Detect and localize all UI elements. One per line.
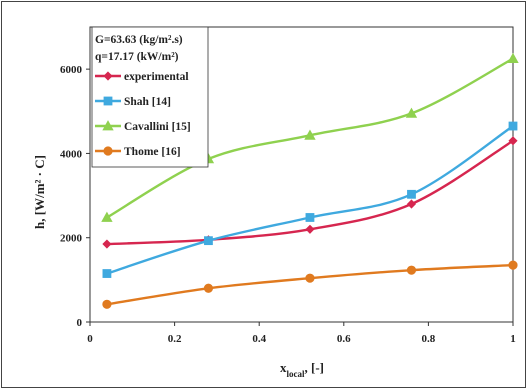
y-tick-label: 4000 [60, 148, 83, 160]
data-point [305, 273, 315, 283]
legend-label: Cavallini [15] [124, 121, 191, 133]
data-point [405, 107, 418, 118]
plot-border [89, 26, 514, 323]
legend-entry: Cavallini [15] [95, 120, 191, 133]
y-tick-label: 6000 [60, 64, 83, 76]
x-tick-label: 0.4 [252, 333, 266, 345]
data-point [203, 283, 214, 293]
series-square [102, 121, 518, 278]
legend-swatch-marker [103, 146, 113, 156]
data-point [508, 121, 518, 131]
data-point [305, 224, 315, 234]
data-point [508, 136, 518, 146]
y-tick-label: 0 [77, 317, 83, 329]
axis-ticks: 0 0.2 0.4 0.6 0.8 1 0 2000 4000 6000 [60, 64, 516, 345]
series-line [106, 263, 514, 306]
x-tick-label: 0.6 [337, 333, 351, 345]
legend-entry: experimental [95, 71, 189, 83]
legend: G=63.63 (kg/m².s) q=17.17 (kW/m²) experi… [91, 26, 209, 168]
data-point [406, 199, 417, 209]
x-axis-title-rest: , [-] [305, 360, 325, 375]
data-point [406, 265, 417, 275]
legend-entries: experimental Shah [14] Cavallini [15] Thome… [95, 71, 191, 158]
legend-label: Shah [14] [124, 96, 171, 108]
plot-area [89, 26, 514, 323]
data-point [204, 236, 213, 246]
legend-entry: Shah [14] [95, 96, 171, 108]
data-point [304, 129, 316, 140]
data-point [102, 239, 112, 249]
legend-label: experimental [124, 71, 189, 83]
data-point [508, 260, 518, 270]
annotation-mass-flux: G=63.63 (kg/m².s) [95, 34, 183, 46]
x-tick-label: 0.2 [168, 333, 182, 345]
legend-label: Thome [16] [124, 146, 181, 158]
data-point [102, 269, 112, 278]
series-circle [102, 260, 518, 309]
x-tick-label: 0 [87, 333, 93, 345]
data-point [101, 211, 113, 222]
legend-entry: Thome [16] [95, 146, 181, 158]
y-tick-label: 2000 [60, 233, 83, 245]
data-point [102, 299, 112, 309]
series-layer [101, 52, 519, 309]
annotation-heat-flux: q=17.17 (kW/m²) [95, 51, 179, 63]
legend-swatch-marker [103, 96, 113, 106]
x-axis-title: xlocal, [-] [280, 360, 324, 379]
x-tick-label: 1 [510, 333, 516, 345]
data-point [305, 213, 315, 222]
y-axis-title: h, [W/m² · C] [32, 155, 47, 229]
legend-swatch-marker [103, 71, 113, 81]
x-axis-title-sub: local [287, 369, 305, 379]
data-point [407, 189, 416, 199]
data-point [507, 52, 519, 64]
x-tick-label: 0.8 [422, 333, 436, 345]
legend-swatch-marker [102, 120, 114, 131]
x-axis-title-main: x [280, 360, 287, 375]
